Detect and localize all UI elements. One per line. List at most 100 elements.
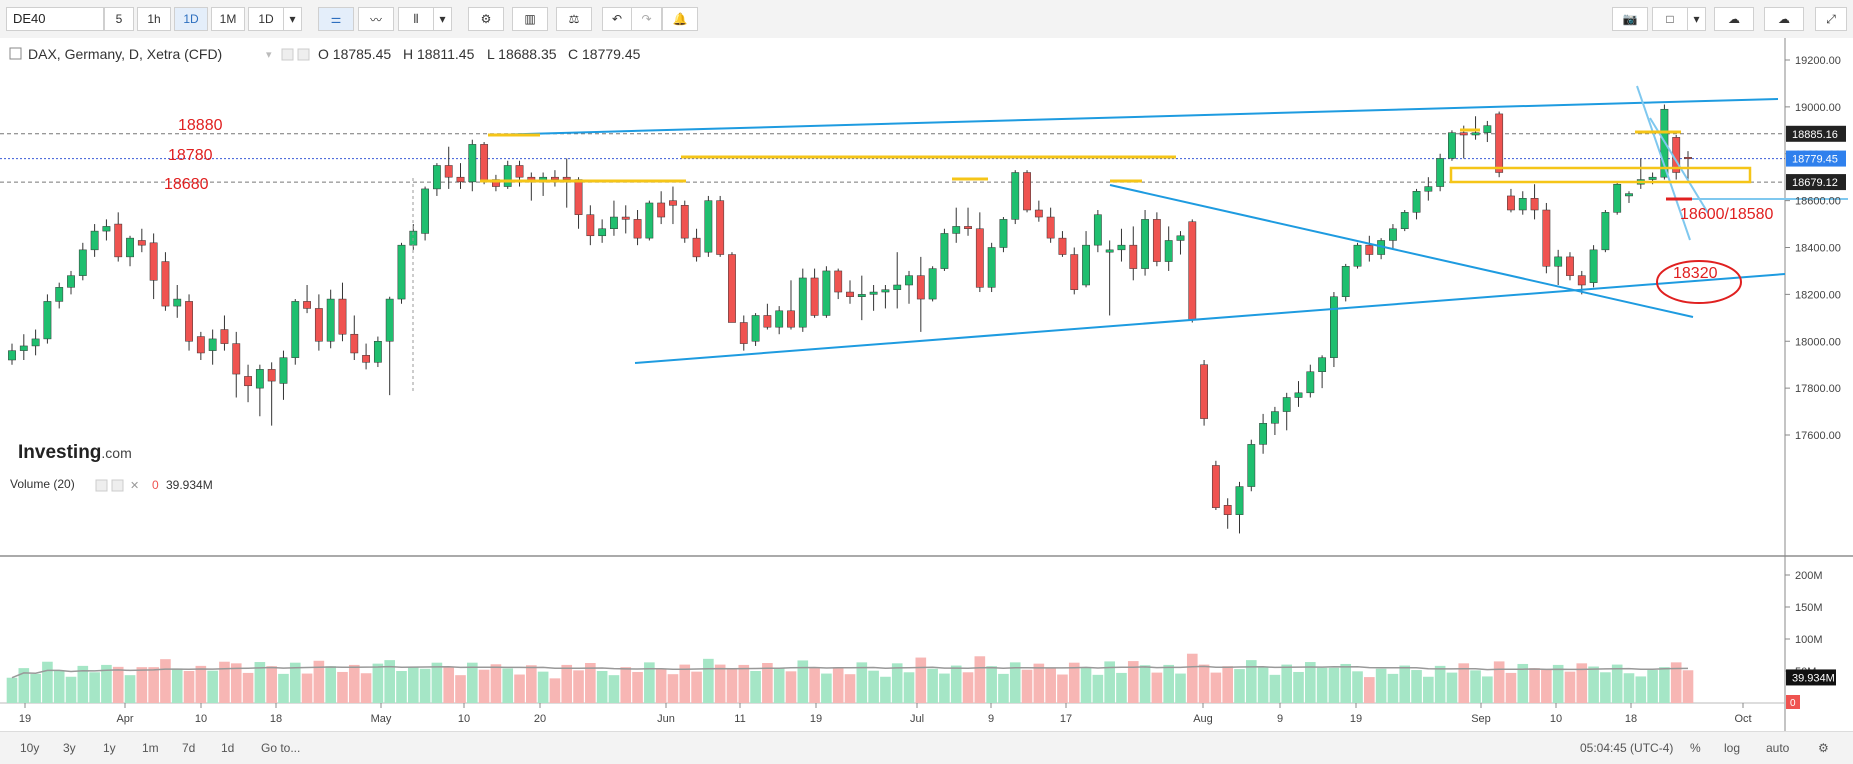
collapse-toggle-icon[interactable] [9, 47, 22, 60]
range-1d[interactable]: 1d [221, 741, 235, 755]
indicators-icon[interactable]: ▥ [512, 7, 548, 31]
chart-area[interactable]: 19200.0019000.0018800.0018600.0018400.00… [0, 38, 1853, 763]
candles-icon[interactable]: ⚌ [318, 7, 354, 31]
volume-hide-icon[interactable] [111, 479, 124, 492]
percent-toggle[interactable]: % [1690, 741, 1701, 755]
gear-icon[interactable]: ⚙ [468, 7, 504, 31]
candle [161, 252, 170, 311]
candle [1282, 392, 1291, 431]
range-3y[interactable]: 3y [63, 741, 76, 755]
candle [1412, 188, 1421, 220]
price-tag-bg [1786, 150, 1846, 167]
price-chart[interactable]: 19200.0019000.0018800.0018600.0018400.00… [0, 38, 1853, 731]
annotation-18320: 18320 [1673, 265, 1718, 282]
candle [173, 285, 182, 318]
volume-title: Volume (20) [10, 477, 75, 491]
auto-toggle[interactable]: auto [1766, 741, 1790, 755]
candle-body [1082, 244, 1090, 286]
line-chart-icon[interactable]: 〰 [358, 7, 394, 31]
candle [1082, 231, 1090, 288]
camera-icon[interactable]: 📷 [1612, 7, 1648, 31]
candle-body [432, 165, 441, 190]
volume-bar [1151, 672, 1163, 703]
fullscreen-icon[interactable]: ⤢ [1815, 7, 1847, 31]
symbol-input[interactable]: DE40 [6, 7, 104, 31]
volume-bar [986, 666, 997, 703]
layout-icon[interactable]: □ [1652, 7, 1688, 31]
volume-settings-icon[interactable] [95, 479, 108, 492]
circle-annotation [1656, 260, 1742, 304]
alert-icon[interactable]: 🔔 [662, 7, 698, 31]
candle-body [610, 216, 618, 229]
redo-icon[interactable]: ↷ [632, 7, 662, 31]
range-1y[interactable]: 1y [103, 741, 116, 755]
volume-bar [65, 676, 77, 703]
candle [1129, 226, 1138, 281]
cloud-load-icon[interactable]: ☁ [1714, 7, 1754, 31]
candle-body [78, 249, 87, 276]
log-toggle[interactable]: log [1724, 741, 1741, 755]
candle [633, 210, 642, 246]
candle-body [657, 202, 666, 218]
candle-body [846, 291, 854, 297]
candle [680, 200, 689, 243]
range-10y[interactable]: 10y [20, 741, 40, 755]
volume-bar [1458, 663, 1470, 703]
interval-5[interactable]: 5 [104, 7, 134, 31]
price-tag: 18679.12 [1792, 177, 1838, 189]
candle-body [291, 301, 300, 358]
volume-bar [348, 664, 360, 703]
candle-body [1341, 266, 1350, 297]
candle [751, 313, 760, 346]
volume-bar [703, 658, 714, 703]
interval-1d[interactable]: 1D [174, 7, 208, 31]
candle [1211, 460, 1220, 510]
candle [149, 233, 158, 300]
time-tick-label: 19 [19, 713, 31, 725]
candle [657, 191, 666, 225]
volume-bar [1399, 665, 1411, 703]
legend-settings-icon[interactable] [281, 48, 294, 61]
candle [1247, 439, 1256, 492]
candle-body [220, 329, 229, 344]
candle [8, 343, 16, 365]
candle-body [1601, 212, 1610, 251]
range-7d[interactable]: 7d [182, 741, 196, 755]
volume-bar [762, 663, 773, 703]
compare-icon[interactable]: ⚖ [556, 7, 592, 31]
candle-body [1117, 244, 1126, 251]
interval-chevron-icon[interactable]: ▾ [284, 7, 302, 31]
candle-body [1530, 198, 1539, 211]
bars-icon[interactable]: ⫴ [398, 7, 434, 31]
candle-body [1436, 158, 1445, 187]
candle-body [893, 284, 902, 290]
chart-type-chevron-icon[interactable]: ▾ [434, 7, 452, 31]
interval-dropdown[interactable]: 1D [248, 7, 284, 31]
layout-chevron-icon[interactable]: ▾ [1688, 7, 1706, 31]
goto-button[interactable]: Go to... [261, 741, 301, 755]
range-1m[interactable]: 1m [142, 741, 159, 755]
lower-channel-line [634, 273, 1786, 364]
volume-bar [1033, 663, 1045, 703]
cloud-save-icon[interactable]: ☁ [1764, 7, 1804, 31]
candle [1483, 120, 1492, 143]
legend-dropdown-icon[interactable]: ▾ [266, 49, 272, 61]
interval-1h[interactable]: 1h [137, 7, 171, 31]
volume-bar [998, 673, 1009, 703]
volume-close-icon[interactable]: ✕ [130, 480, 139, 492]
price-tick-label: 19000.00 [1795, 102, 1841, 114]
candle [763, 303, 772, 330]
candle [905, 270, 913, 304]
upper-channel-line [487, 98, 1779, 136]
candle-body [1353, 244, 1362, 267]
candle-body [90, 230, 99, 251]
bottom-gear-icon[interactable]: ⚙ [1818, 741, 1829, 755]
legend-hide-icon[interactable] [297, 48, 310, 61]
undo-icon[interactable]: ↶ [602, 7, 632, 31]
candle [385, 296, 394, 396]
volume-bar [1222, 666, 1234, 703]
interval-1m[interactable]: 1M [211, 7, 245, 31]
candle [326, 289, 335, 349]
volume-bar [844, 674, 856, 703]
volume-bar [1576, 663, 1588, 703]
